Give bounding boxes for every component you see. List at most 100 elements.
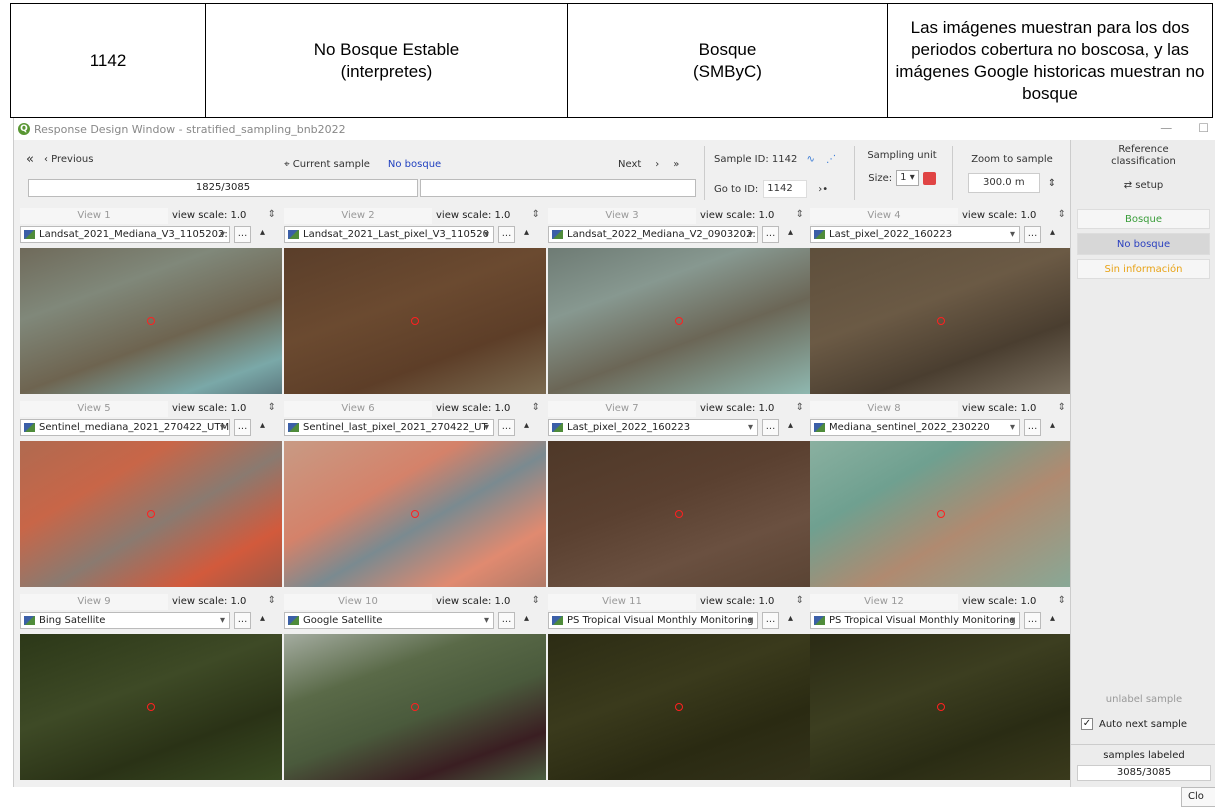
layer-select[interactable]: Bing Satellite ▾ — [20, 612, 230, 629]
scale-spin-icon[interactable]: ⇕ — [267, 595, 276, 606]
view-name[interactable]: View 3 — [548, 208, 696, 224]
scale-spin-icon[interactable]: ⇕ — [1057, 209, 1066, 220]
scale-spin-icon[interactable]: ⇕ — [795, 209, 804, 220]
map-canvas[interactable] — [548, 248, 810, 394]
layer-select[interactable]: Landsat_2021_Mediana_V3_1105202: ▾ — [20, 226, 230, 243]
last-sample-button[interactable]: » — [673, 159, 680, 170]
line-tool-icon[interactable]: ∿ — [806, 154, 815, 165]
view-name[interactable]: View 6 — [284, 401, 432, 417]
layer-options-button[interactable]: ... — [234, 612, 251, 629]
close-button[interactable]: Clo — [1181, 787, 1215, 807]
view-name[interactable]: View 2 — [284, 208, 432, 224]
point-tool-icon[interactable]: ⋰ — [826, 154, 837, 165]
view-name[interactable]: View 9 — [20, 594, 168, 610]
zoom-input[interactable]: 300.0 m — [967, 173, 1040, 193]
scale-spin-icon[interactable]: ⇕ — [1057, 595, 1066, 606]
layer-style-icon[interactable]: ▴ — [787, 420, 794, 431]
unlabel-sample-button[interactable]: unlabel sample — [1105, 694, 1183, 705]
scale-spin-icon[interactable]: ⇕ — [531, 402, 540, 413]
sample-marker-icon — [411, 317, 419, 325]
layer-select[interactable]: Last_pixel_2022_160223 ▾ — [548, 419, 758, 436]
layer-options-button[interactable]: ... — [762, 612, 779, 629]
view-name[interactable]: View 10 — [284, 594, 432, 610]
layer-select[interactable]: Sentinel_last_pixel_2021_270422_UT ▾ — [284, 419, 494, 436]
layer-select[interactable]: Last_pixel_2022_160223 ▾ — [810, 226, 1020, 243]
scale-spin-icon[interactable]: ⇕ — [795, 595, 804, 606]
layer-select[interactable]: Landsat_2022_Mediana_V2_0903202: ▾ — [548, 226, 758, 243]
map-canvas[interactable] — [20, 634, 282, 780]
map-canvas[interactable] — [284, 248, 546, 394]
view-name[interactable]: View 11 — [548, 594, 696, 610]
layer-select[interactable]: PS Tropical Visual Monthly Monitoring ▾ — [548, 612, 758, 629]
map-canvas[interactable] — [548, 441, 810, 587]
size-select[interactable]: 1 ▾ — [896, 170, 919, 186]
layer-select[interactable]: Landsat_2021_Last_pixel_V3_110520 ▾ — [284, 226, 494, 243]
scale-spin-icon[interactable]: ⇕ — [531, 595, 540, 606]
layer-select[interactable]: Mediana_sentinel_2022_230220 ▾ — [810, 419, 1020, 436]
layer-options-button[interactable]: ... — [498, 419, 515, 436]
layer-style-icon[interactable]: ▴ — [1049, 420, 1056, 431]
layer-options-button[interactable]: ... — [498, 612, 515, 629]
view-name[interactable]: View 8 — [810, 401, 958, 417]
layer-options-button[interactable]: ... — [1024, 226, 1041, 243]
layer-options-button[interactable]: ... — [762, 226, 779, 243]
sample-progress: 1825/3085 — [28, 179, 418, 197]
view-name[interactable]: View 5 — [20, 401, 168, 417]
scale-spin-icon[interactable]: ⇕ — [1057, 402, 1066, 413]
layer-select[interactable]: Google Satellite ▾ — [284, 612, 494, 629]
layer-options-button[interactable]: ... — [234, 226, 251, 243]
layer-style-icon[interactable]: ▴ — [523, 613, 530, 624]
layer-select[interactable]: PS Tropical Visual Monthly Monitoring ▾ — [810, 612, 1020, 629]
view-name[interactable]: View 1 — [20, 208, 168, 224]
layer-options-button[interactable]: ... — [234, 419, 251, 436]
layer-style-icon[interactable]: ▴ — [1049, 613, 1056, 624]
next-button[interactable]: Next — [618, 159, 642, 170]
view-11: View 11 view scale: 1.0 ⇕ PS Tropical Visua… — [548, 593, 810, 780]
comment-field[interactable] — [420, 179, 696, 197]
layer-style-icon[interactable]: ▴ — [259, 613, 266, 624]
scale-spin-icon[interactable]: ⇕ — [267, 209, 276, 220]
view-name[interactable]: View 7 — [548, 401, 696, 417]
map-canvas[interactable] — [284, 634, 546, 780]
layer-style-icon[interactable]: ▴ — [787, 613, 794, 624]
maximize-icon[interactable]: ☐ — [1198, 121, 1209, 135]
map-canvas[interactable] — [548, 634, 810, 780]
layer-style-icon[interactable]: ▴ — [1049, 227, 1056, 238]
minimize-icon[interactable]: — — [1160, 121, 1173, 135]
map-canvas[interactable] — [20, 248, 282, 394]
layer-options-button[interactable]: ... — [498, 226, 515, 243]
layer-style-icon[interactable]: ▴ — [523, 227, 530, 238]
goto-id-input[interactable]: 1142 — [763, 180, 808, 198]
map-canvas[interactable] — [810, 441, 1072, 587]
class-bosque-button[interactable]: Bosque — [1077, 209, 1210, 229]
view-name[interactable]: View 12 — [810, 594, 958, 610]
map-canvas[interactable] — [810, 248, 1072, 394]
class-sin-informacion-button[interactable]: Sin información — [1077, 259, 1210, 279]
next-arrow-icon[interactable]: › — [655, 159, 660, 170]
layer-options-button[interactable]: ... — [1024, 419, 1041, 436]
map-canvas[interactable] — [284, 441, 546, 587]
layer-style-icon[interactable]: ▴ — [259, 420, 266, 431]
scale-spin-icon[interactable]: ⇕ — [531, 209, 540, 220]
layer-select[interactable]: Sentinel_mediana_2021_270422_UTM ▾ — [20, 419, 230, 436]
layer-options-button[interactable]: ... — [1024, 612, 1041, 629]
chevron-down-icon: ▾ — [1009, 229, 1015, 240]
view-name[interactable]: View 4 — [810, 208, 958, 224]
setup-button[interactable]: ⇄ setup — [1123, 180, 1164, 191]
first-sample-button[interactable]: « — [26, 152, 34, 167]
unit-color-button[interactable] — [922, 171, 936, 185]
scale-spin-icon[interactable]: ⇕ — [267, 402, 276, 413]
smbyc-class-cell: Bosque (SMByC) — [567, 3, 888, 118]
layer-style-icon[interactable]: ▴ — [523, 420, 530, 431]
class-no-bosque-button[interactable]: No bosque — [1077, 233, 1210, 255]
scale-spin-icon[interactable]: ⇕ — [795, 402, 804, 413]
layer-style-icon[interactable]: ▴ — [259, 227, 266, 238]
layer-style-icon[interactable]: ▴ — [787, 227, 794, 238]
previous-button[interactable]: ‹ Previous — [43, 154, 94, 165]
auto-next-checkbox[interactable]: ✓ — [1081, 718, 1093, 730]
zoom-spin-icon[interactable]: ⇕ — [1047, 177, 1057, 189]
goto-id-button[interactable]: ›• — [818, 183, 829, 195]
layer-options-button[interactable]: ... — [762, 419, 779, 436]
map-canvas[interactable] — [810, 634, 1072, 780]
map-canvas[interactable] — [20, 441, 282, 587]
